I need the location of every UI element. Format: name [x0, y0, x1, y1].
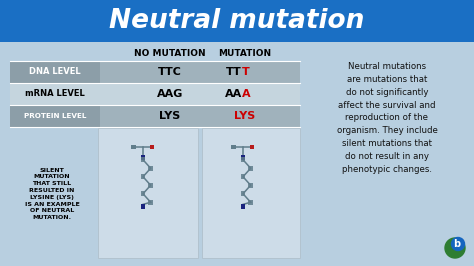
Text: TTC: TTC: [158, 67, 182, 77]
Bar: [98, 128, 198, 258]
Text: DNA LEVEL: DNA LEVEL: [29, 68, 81, 77]
Bar: [131, 145, 136, 149]
Bar: [141, 204, 146, 209]
Bar: [241, 157, 246, 162]
Text: Neutral mutation: Neutral mutation: [109, 8, 365, 34]
Bar: [241, 155, 246, 160]
Bar: [202, 128, 300, 258]
Text: AAG: AAG: [157, 89, 183, 99]
Bar: [241, 204, 246, 209]
Bar: [241, 192, 246, 196]
Bar: [10, 83, 300, 105]
Text: AA: AA: [225, 89, 242, 99]
Text: mRNA LEVEL: mRNA LEVEL: [25, 89, 85, 98]
Bar: [231, 145, 236, 149]
Bar: [250, 145, 255, 149]
Text: SILENT
MUTATION
THAT STILL
RESULTED IN
LYSINE (LYS)
IS AN EXAMPLE
OF NEUTRAL
MUT: SILENT MUTATION THAT STILL RESULTED IN L…: [25, 168, 79, 220]
Bar: [248, 183, 253, 188]
Bar: [148, 183, 153, 188]
Bar: [150, 145, 155, 149]
Text: b: b: [454, 239, 461, 249]
Circle shape: [452, 238, 465, 251]
Text: TT: TT: [226, 67, 242, 77]
Text: T: T: [242, 67, 250, 77]
Bar: [10, 61, 100, 83]
Bar: [141, 155, 146, 160]
Bar: [0, 0, 474, 42]
Text: MUTATION: MUTATION: [219, 48, 272, 57]
Bar: [10, 105, 100, 127]
Text: NO MUTATION: NO MUTATION: [134, 48, 206, 57]
Bar: [141, 157, 146, 162]
Bar: [10, 61, 300, 83]
Text: LYS: LYS: [234, 111, 255, 121]
Text: LYS: LYS: [159, 111, 181, 121]
Text: AAA: AAA: [232, 89, 258, 99]
Bar: [141, 192, 146, 196]
Text: PROTEIN LEVEL: PROTEIN LEVEL: [24, 113, 86, 119]
Text: Neutral mutations
are mutations that
do not significantly
affect the survival an: Neutral mutations are mutations that do …: [337, 62, 438, 174]
Bar: [141, 174, 146, 179]
Text: TTT: TTT: [233, 67, 257, 77]
Bar: [148, 200, 153, 205]
Bar: [248, 166, 253, 171]
Bar: [10, 83, 100, 105]
Circle shape: [445, 238, 465, 258]
Text: A: A: [242, 89, 251, 99]
Bar: [248, 200, 253, 205]
Bar: [148, 166, 153, 171]
Bar: [241, 174, 246, 179]
Bar: [10, 105, 300, 127]
